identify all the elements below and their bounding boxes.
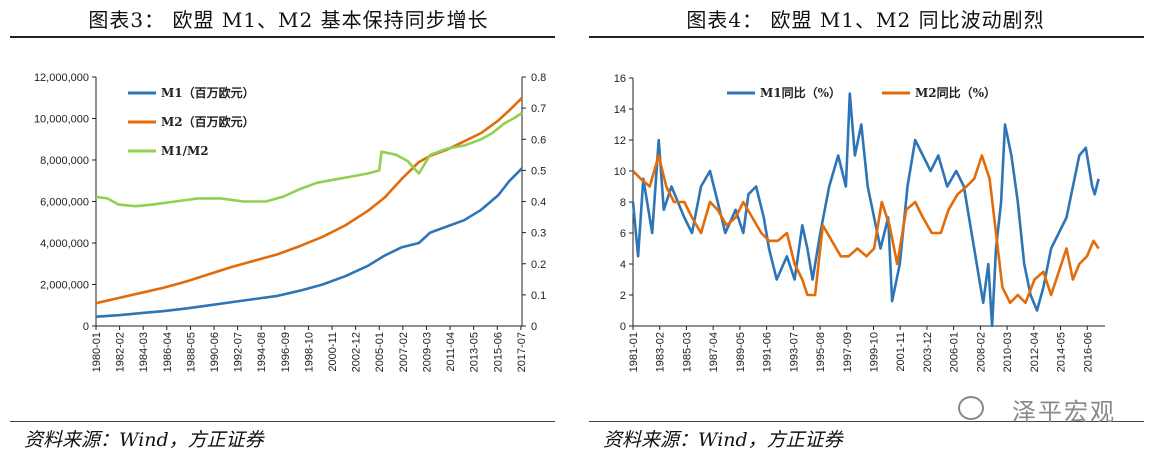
legend-label-2: M2同比（%） [915, 85, 996, 100]
x-tick-label: 1989-05 [735, 332, 747, 372]
source-note-left: 资料来源：Wind，方正证券 [24, 429, 264, 451]
legend-label-2: M2（百万欧元） [161, 114, 255, 129]
x-tick-label: 2003-12 [922, 332, 934, 372]
y-tick-label-left: 10,000,000 [34, 114, 89, 126]
title-rule-left [10, 36, 555, 38]
y-tick-label-left: 2,000,000 [40, 280, 89, 292]
source-rule-left [10, 421, 555, 422]
x-tick-label: 1984-03 [138, 332, 150, 372]
line-chart-left: 0 2,000,000 4,000,000 6,000,000 8,000,000 10,… [34, 72, 546, 372]
x-tick-label: 1982-02 [115, 332, 127, 372]
x-tick-label: 1999-10 [868, 332, 880, 372]
y-tick-label-left: 0 [620, 321, 626, 333]
legend-label-3: M1/M2 [161, 144, 209, 158]
y-tick-label-left: 16 [614, 73, 626, 85]
x-tick-label: 1988-05 [185, 332, 197, 372]
x-tick-label: 2011-04 [445, 332, 457, 372]
y-tick-label-right: 0.2 [531, 259, 546, 271]
x-tick-label: 1992-07 [233, 332, 245, 372]
series-line-3 [95, 111, 523, 208]
x-tick-label: 2007-02 [398, 332, 410, 372]
y-tick-label-left: 0 [83, 321, 89, 333]
y-tick-label-right: 0.3 [531, 228, 546, 240]
x-tick-label: 2013-05 [469, 332, 481, 372]
series-line-1 [95, 167, 523, 318]
y-tick-label-left: 2 [620, 290, 626, 302]
y-tick-label-left: 8 [620, 197, 626, 209]
x-tick-label: 1980-01 [91, 332, 103, 372]
x-tick-label: 1981-01 [628, 332, 640, 372]
x-tick-label: 2012-04 [1029, 332, 1041, 372]
x-tick-label: 1986-04 [162, 332, 174, 372]
x-tick-label: 1993-07 [788, 332, 800, 372]
source-note-right: 资料来源：Wind，方正证券 [603, 429, 843, 451]
x-tick-label: 1998-10 [303, 332, 315, 372]
y-tick-label-left: 14 [614, 104, 626, 116]
x-tick-label: 2015-06 [492, 332, 504, 372]
legend-label-1: M1同比（%） [760, 85, 841, 100]
chart-title-right: 图表4： 欧盟 M1、M2 同比波动剧烈 [686, 8, 1045, 32]
x-tick-label: 2008-02 [975, 332, 987, 372]
title-rule-right [589, 36, 1144, 38]
y-tick-label-right: 0.7 [531, 103, 546, 115]
series-line-2 [632, 154, 1100, 305]
x-tick-label: 1991-06 [762, 332, 774, 372]
y-tick-label-right: 0.5 [531, 165, 546, 177]
x-tick-label: 2010-03 [1002, 332, 1014, 372]
y-tick-label-left: 12,000,000 [34, 72, 89, 84]
chart-title-left: 图表3： 欧盟 M1、M2 基本保持同步增长 [88, 8, 489, 32]
y-tick-label-left: 6 [620, 228, 626, 240]
source-rule-right [589, 421, 1144, 422]
chart-panel-left: 图表3： 欧盟 M1、M2 基本保持同步增长 0 2,000,000 4,000,0… [10, 8, 555, 451]
x-tick-label: 1994-08 [256, 332, 268, 372]
x-tick-label: 1985-03 [681, 332, 693, 372]
watermark-text: 泽平宏观 [1012, 398, 1116, 426]
x-tick-label: 2005-01 [374, 332, 386, 372]
y-tick-label-left: 6,000,000 [40, 197, 89, 209]
y-tick-label-left: 8,000,000 [40, 155, 89, 167]
x-tick-label: 1983-02 [655, 332, 667, 372]
wechat-icon [958, 396, 984, 420]
x-tick-label: 2009-03 [421, 332, 433, 372]
series-line-2 [95, 96, 523, 305]
x-tick-label: 2014-05 [1056, 332, 1068, 372]
x-tick-label: 1990-06 [209, 332, 221, 372]
x-tick-label: 2000-11 [327, 332, 339, 372]
line-chart-right: 0 2 4 6 8 10 12 14 16 1981-01 1983-02 1985-03 1987-0… [614, 73, 1105, 372]
y-tick-label-right: 0.4 [531, 197, 546, 209]
x-tick-label: 2016-06 [1082, 332, 1094, 372]
y-tick-label-left: 12 [614, 135, 626, 147]
y-tick-label-left: 4,000,000 [40, 238, 89, 250]
x-tick-label: 1997-09 [842, 332, 854, 372]
x-tick-label: 2006-01 [949, 332, 961, 372]
x-tick-label: 2002-12 [351, 332, 363, 372]
y-tick-label-right: 0 [531, 321, 537, 333]
x-tick-label: 1987-04 [708, 332, 720, 372]
chart-panel-right: 图表4： 欧盟 M1、M2 同比波动剧烈 0 2 4 6 8 10 12 14 16 1981-0… [577, 0, 1154, 458]
x-tick-label: 1995-08 [815, 332, 827, 372]
y-tick-label-right: 0.8 [531, 72, 546, 84]
y-tick-label-right: 0.1 [531, 290, 546, 302]
x-tick-label: 2017-07 [516, 332, 528, 372]
y-tick-label-right: 0.6 [531, 134, 546, 146]
x-tick-label: 2001-11 [895, 332, 907, 372]
y-tick-label-left: 10 [614, 166, 626, 178]
x-tick-label: 1996-09 [280, 332, 292, 372]
y-tick-label-left: 4 [620, 259, 626, 271]
legend-label-1: M1（百万欧元） [161, 85, 255, 100]
